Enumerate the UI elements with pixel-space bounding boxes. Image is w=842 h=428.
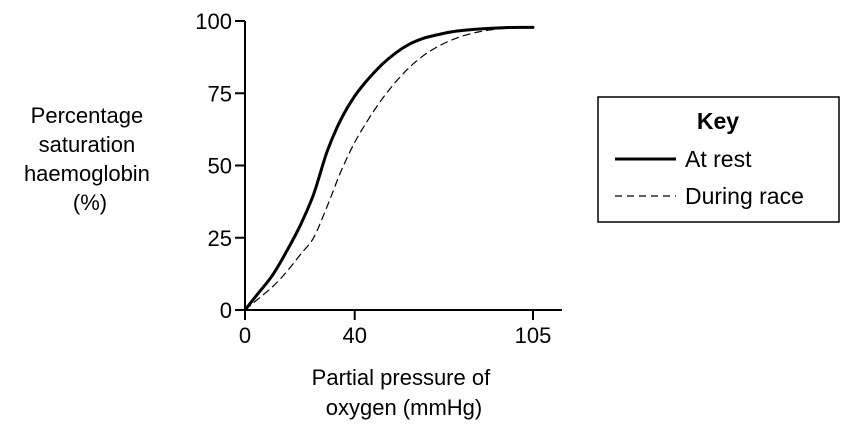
y-tick-label: 50 bbox=[208, 154, 232, 179]
x-axis-title: Partial pressure of oxygen (mmHg) bbox=[312, 365, 497, 420]
axes bbox=[244, 21, 562, 311]
y-tick-label: 0 bbox=[220, 298, 232, 323]
series-line-during-race bbox=[244, 26, 534, 311]
y-axis-title: Percentage saturation haemoglobin (%) bbox=[24, 103, 156, 215]
y-tick-label: 100 bbox=[195, 9, 232, 34]
series-line-at-rest bbox=[243, 25, 535, 312]
legend-label-at-rest: At rest bbox=[685, 146, 752, 172]
y-axis-title-line-1: Percentage bbox=[31, 103, 144, 128]
y-ticks: 0 25 50 75 100 bbox=[195, 9, 245, 323]
x-tick-label: 40 bbox=[342, 323, 366, 348]
x-axis-title-line-1: Partial pressure of bbox=[312, 365, 491, 390]
y-tick-label: 75 bbox=[208, 81, 232, 106]
x-axis-title-line-2: oxygen (mmHg) bbox=[326, 395, 482, 420]
x-ticks: 0 40 105 bbox=[239, 310, 551, 348]
legend-title: Key bbox=[697, 108, 739, 134]
y-axis-title-line-4: (%) bbox=[73, 190, 107, 215]
x-tick-label: 105 bbox=[515, 323, 552, 348]
y-tick-label: 25 bbox=[208, 226, 232, 251]
series-lines bbox=[243, 25, 535, 312]
legend-box bbox=[597, 96, 840, 223]
x-tick-label: 0 bbox=[239, 323, 251, 348]
legend-label-during-race: During race bbox=[685, 183, 804, 209]
legend: Key At rest During race bbox=[597, 96, 840, 223]
y-axis-title-line-3: haemoglobin bbox=[24, 161, 150, 186]
y-axis-title-line-2: saturation bbox=[39, 132, 136, 157]
